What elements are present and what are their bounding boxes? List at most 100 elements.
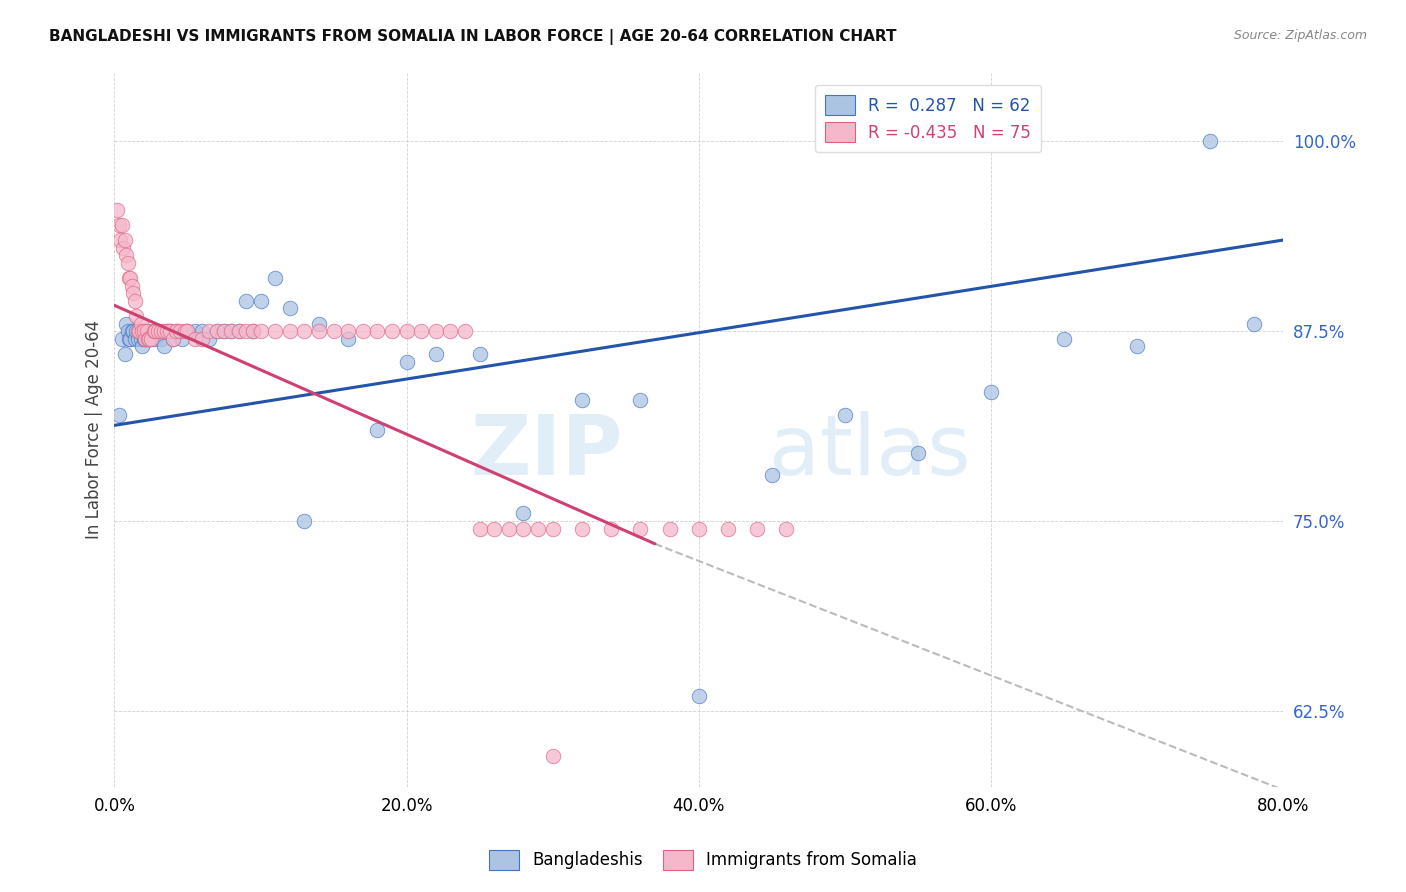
Point (1243, 317, 1265, 331)
Point (115, 317, 138, 331)
Point (142, 324, 165, 338)
Point (425, 347, 447, 361)
Point (191, 324, 214, 338)
Point (170, 332, 193, 346)
Point (117, 256, 139, 270)
Point (198, 332, 221, 346)
Point (628, 522, 651, 536)
Y-axis label: In Labor Force | Age 20-64: In Labor Force | Age 20-64 (86, 320, 103, 540)
Point (688, 522, 710, 536)
Point (159, 324, 181, 338)
Point (131, 324, 153, 338)
Point (249, 324, 271, 338)
Point (120, 332, 142, 346)
Point (128, 324, 150, 338)
Point (775, 522, 797, 536)
Point (264, 324, 287, 338)
Point (278, 301, 301, 316)
Point (322, 324, 344, 338)
Point (228, 324, 250, 338)
Point (571, 522, 593, 536)
Point (747, 522, 769, 536)
Point (122, 286, 145, 301)
Point (658, 522, 681, 536)
Point (139, 332, 162, 346)
Point (125, 309, 148, 323)
Point (212, 324, 235, 338)
Point (166, 324, 188, 338)
Point (150, 332, 173, 346)
Point (105, 202, 128, 217)
Point (132, 332, 155, 346)
Point (308, 324, 330, 338)
Point (337, 324, 360, 338)
Point (395, 324, 418, 338)
Point (228, 324, 250, 338)
Point (131, 339, 153, 353)
Point (717, 522, 740, 536)
Point (527, 522, 550, 536)
Point (219, 324, 242, 338)
Point (411, 324, 433, 338)
Point (512, 507, 534, 521)
Point (212, 324, 235, 338)
Point (153, 339, 176, 353)
Point (110, 233, 132, 247)
Point (541, 522, 564, 536)
Point (571, 392, 593, 407)
Point (454, 324, 477, 338)
Point (834, 408, 856, 422)
Point (139, 332, 162, 346)
Point (600, 522, 623, 536)
Point (439, 324, 461, 338)
Point (153, 324, 176, 338)
Point (628, 392, 651, 407)
Point (107, 218, 129, 232)
Point (198, 324, 221, 338)
Point (135, 324, 157, 338)
Point (156, 324, 179, 338)
Point (352, 324, 374, 338)
Point (159, 324, 181, 338)
Point (124, 293, 146, 308)
Point (118, 271, 141, 285)
Point (1199, 134, 1222, 148)
Point (249, 293, 271, 308)
Point (468, 347, 491, 361)
Point (112, 241, 135, 255)
Point (162, 332, 184, 346)
Point (124, 332, 146, 346)
Point (1053, 332, 1076, 346)
Point (134, 332, 156, 346)
Point (498, 522, 520, 536)
Point (148, 324, 170, 338)
Point (980, 384, 1002, 399)
Point (484, 522, 506, 536)
Point (132, 324, 155, 338)
Point (173, 324, 195, 338)
Point (162, 332, 184, 346)
Point (184, 332, 207, 346)
Point (761, 468, 783, 483)
Point (366, 324, 388, 338)
Point (205, 324, 228, 338)
Point (264, 271, 287, 285)
Point (176, 324, 198, 338)
Point (292, 514, 315, 528)
Point (381, 324, 404, 338)
Point (136, 332, 159, 346)
Point (107, 408, 129, 422)
Point (134, 332, 156, 346)
Point (128, 324, 150, 338)
Point (121, 324, 143, 338)
Point (156, 324, 179, 338)
Point (127, 332, 149, 346)
Point (142, 324, 165, 338)
Point (115, 248, 138, 262)
Point (129, 317, 152, 331)
Point (235, 324, 257, 338)
Point (292, 324, 315, 338)
Point (111, 218, 134, 232)
Point (114, 347, 136, 361)
Point (219, 324, 242, 338)
